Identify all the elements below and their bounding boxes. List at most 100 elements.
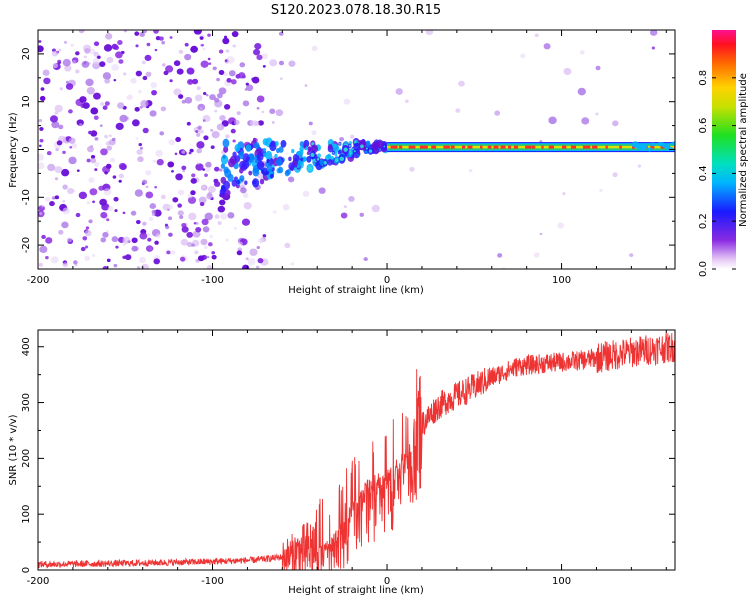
noise-blob [534,33,539,38]
noise-blob [539,140,543,143]
noise-blob [278,31,284,36]
noise-blob [302,190,310,197]
noise-blob [78,30,85,34]
noise-blob [50,256,59,264]
noise-blob [311,130,317,136]
noise-blob [184,53,192,61]
noise-blob [85,226,90,230]
noise-blob [150,82,158,89]
spectrogram-y-axis-label: Frequency (Hz) [8,112,19,188]
noise-blob [105,163,112,169]
noise-blob [102,266,109,269]
noise-blob [38,119,43,123]
noise-blob [155,233,161,238]
noise-blob [219,115,226,121]
noise-blob [244,88,248,91]
noise-blob [134,106,140,112]
noise-blob [61,221,69,229]
noise-blob [557,222,565,229]
noise-blob [261,53,269,60]
carrier-core [500,145,506,149]
carrier-core [561,145,567,149]
noise-blob [39,127,44,131]
noise-blob [202,114,211,123]
noise-blob [271,121,275,124]
noise-blob [173,88,182,96]
transition-blob [337,149,342,155]
noise-blob [180,238,189,246]
noise-blob [339,136,344,142]
noise-blob [108,134,112,138]
noise-blob [195,163,204,171]
noise-blob [186,67,195,75]
noise-blob [343,205,347,209]
noise-blob [38,162,45,170]
transition-blob [275,147,280,154]
colorbar-tick-label: 0.6 [698,118,709,134]
noise-blob [154,48,158,52]
noise-blob [134,189,143,197]
noise-blob [139,256,147,264]
noise-blob [348,195,355,202]
noise-blob [57,61,61,65]
noise-blob [69,146,73,149]
snr-y-tick-label: 100 [21,505,32,524]
noise-blob [87,145,94,153]
carrier-core [419,145,428,149]
noise-blob [187,193,193,199]
noise-blob [340,212,348,219]
transition-blob [344,152,348,157]
noise-blob [41,234,46,240]
transition-core [307,166,313,171]
noise-blob [102,72,112,80]
noise-blob [67,237,72,243]
transition-core [353,150,356,153]
noise-blob [49,115,59,123]
noise-blob [190,177,197,184]
noise-blob [211,254,217,260]
noise-blob [233,226,237,230]
noise-blob [83,55,87,59]
spectrogram-y-tick-label: -10 [21,189,32,205]
noise-blob [192,78,199,85]
carrier-core [461,145,466,149]
noise-blob [202,168,206,171]
noise-blob [201,218,209,226]
noise-blob [273,210,277,214]
noise-blob [228,70,236,77]
colorbar-tick-label: 0.2 [698,213,709,229]
noise-blob [82,236,88,241]
noise-blob [196,132,201,137]
noise-blob [257,237,264,244]
transition-blob [277,166,284,174]
noise-blob [107,206,114,212]
noise-blob [236,111,241,115]
noise-blob [106,145,113,151]
carrier-core [619,145,622,149]
carrier-core [650,145,655,149]
transition-blob [245,156,250,162]
transition-core [339,156,345,162]
noise-blob [162,63,166,67]
noise-blob [200,60,209,68]
noise-blob [102,105,108,110]
carrier-spread [634,144,641,149]
noise-blob [109,157,116,163]
noise-blob [257,257,264,264]
transition-core [318,154,321,157]
noise-blob [62,184,68,190]
transition-blob [257,160,265,170]
noise-blob [232,139,236,143]
noise-blob [202,226,210,233]
carrier-spread [649,142,656,147]
noise-blob [208,62,212,65]
noise-blob [205,161,212,168]
noise-blob [242,100,250,107]
noise-blob [211,130,220,139]
noise-blob [113,263,118,268]
noise-blob [93,115,99,120]
noise-blob [288,60,296,67]
noise-blob [38,262,43,267]
